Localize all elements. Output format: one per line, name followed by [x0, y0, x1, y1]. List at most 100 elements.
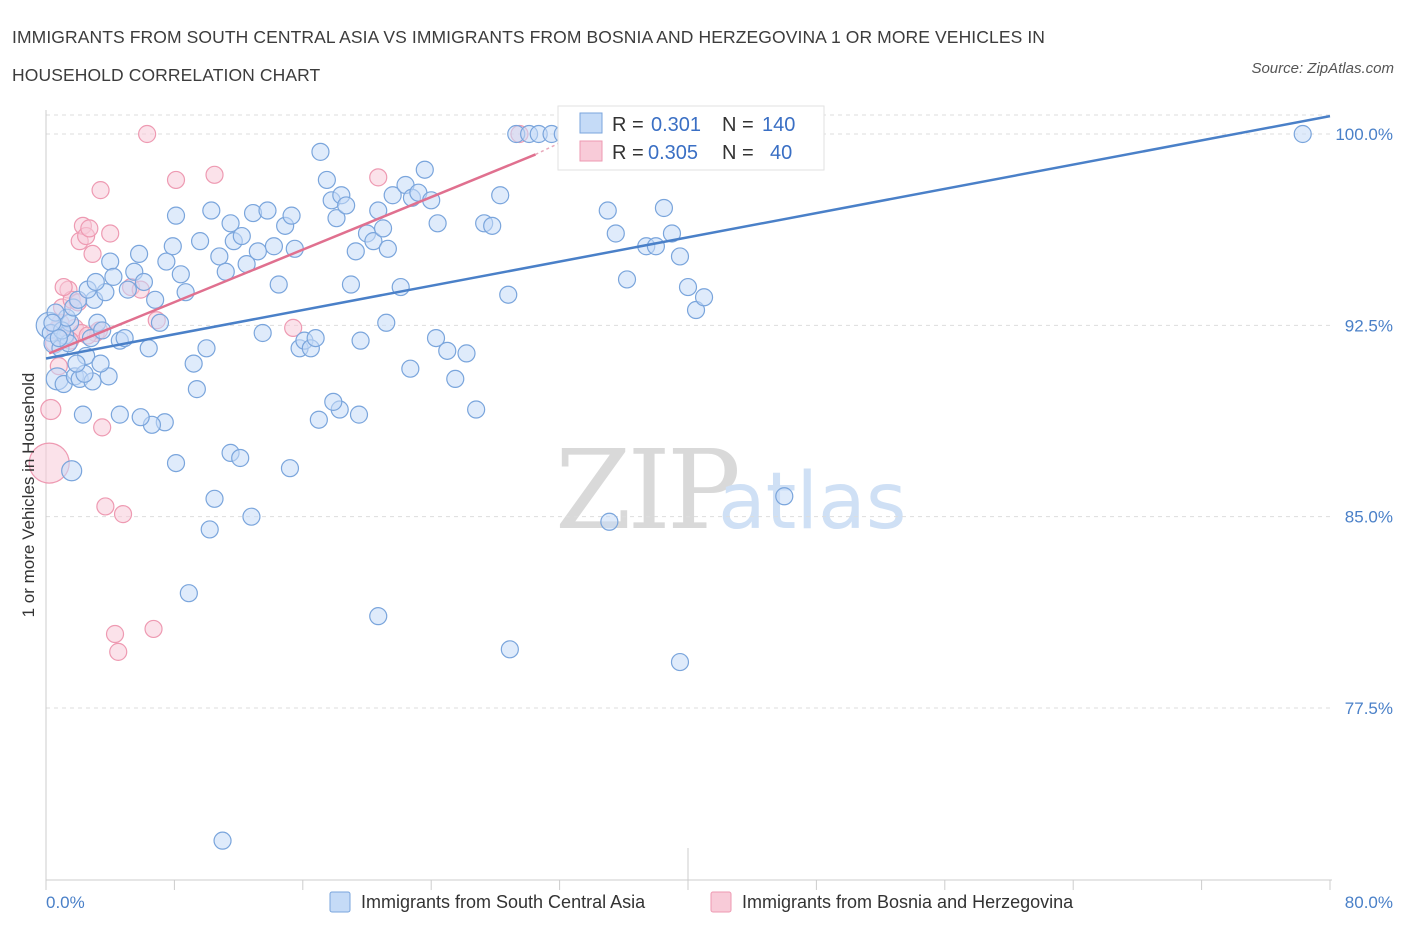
sca-point-47: [253, 323, 272, 343]
bosnia-point-21: [105, 624, 125, 644]
bosnia-point-19: [96, 497, 115, 516]
sca-point-85: [483, 216, 502, 235]
sca-point-65: [346, 242, 365, 261]
sca-point-58: [311, 142, 330, 161]
sca-point-28: [146, 290, 165, 309]
sca-point-123: [166, 453, 186, 473]
y-tick-label-1: 85.0%: [1345, 508, 1393, 527]
y-axis-label: 1 or more Vehicles in Household: [19, 373, 38, 618]
bosnia-point-1: [40, 398, 62, 421]
x-tick-label-min: 0.0%: [46, 893, 85, 912]
sca-point-83: [467, 400, 486, 419]
sca-point-38: [202, 201, 221, 220]
bosnia-point-34: [91, 181, 110, 200]
sca-point-142: [213, 831, 232, 850]
sca-point-141: [86, 272, 105, 292]
sca-point-79: [428, 214, 447, 233]
bosnia-point-18: [93, 418, 112, 437]
sca-point-112: [349, 405, 369, 424]
sca-point-37: [197, 339, 216, 358]
bosnia-point-26: [138, 124, 157, 144]
bottom-legend-label-pink: Immigrants from Bosnia and Herzegovina: [742, 892, 1074, 912]
sca-point-103: [670, 247, 690, 266]
watermark-atlas: atlas: [718, 457, 907, 547]
legend-swatch-blue: [579, 112, 603, 134]
sca-point-101: [654, 198, 674, 218]
sca-point-12: [61, 460, 83, 482]
legend-n-label-2: N =: [722, 142, 754, 164]
sca-point-106: [694, 288, 714, 307]
bosnia-point-23: [113, 505, 133, 524]
sca-point-110: [500, 640, 519, 659]
sca-point-87: [499, 285, 518, 304]
sca-point-43: [232, 226, 251, 246]
sca-point-108: [670, 652, 690, 672]
bosnia-point-31: [284, 318, 303, 337]
bosnia-point-15: [83, 244, 102, 264]
sca-point-39: [210, 247, 229, 266]
sca-point-41: [221, 214, 240, 233]
sca-point-59: [317, 170, 336, 190]
trend-line-south-central-asia: [45, 114, 1331, 360]
legend-n-value-2: 40: [770, 142, 792, 164]
sca-point-72: [383, 186, 402, 205]
sca-point-30: [157, 252, 176, 271]
sca-point-25: [129, 244, 149, 264]
bottom-legend-swatch-blue: [329, 891, 351, 913]
top-legend: R = 0.301 N = 140 R = 0.305 N = 40: [557, 105, 825, 171]
sca-point-100: [646, 237, 666, 256]
legend-r-label-2: R =: [612, 142, 644, 164]
sca-point-107: [775, 487, 794, 506]
sca-point-117: [205, 489, 224, 508]
sca-point-122: [187, 380, 206, 399]
sca-point-127: [110, 405, 129, 424]
x-tick-labels: 0.0% 80.0%: [46, 893, 1393, 912]
bosnia-point-20: [101, 224, 120, 243]
sca-point-63: [337, 196, 356, 215]
sca-point-64: [341, 275, 361, 294]
legend-n-value-1: 140: [762, 114, 795, 136]
sca-point-57: [306, 328, 325, 348]
sca-point-86: [491, 186, 510, 205]
sca-point-20: [104, 267, 123, 286]
trend-line-bosnia: [48, 153, 536, 355]
sca-point-36: [190, 232, 210, 251]
sca-point-32: [166, 206, 186, 225]
sca-point-116: [242, 507, 261, 526]
legend-r-label-1: R =: [612, 114, 644, 136]
series-south-central-asia-points: [35, 124, 1312, 850]
sca-point-19: [101, 252, 120, 271]
sca-point-98: [617, 270, 637, 289]
sca-point-33: [171, 265, 190, 284]
sca-point-46: [248, 242, 267, 261]
source-label: Source: ZipAtlas.com: [1251, 60, 1394, 77]
x-tick-label-max: 80.0%: [1345, 893, 1393, 912]
sca-point-102: [662, 224, 682, 243]
bosnia-point-27: [144, 619, 163, 639]
legend-r-value-1: 0.301: [651, 114, 701, 136]
sca-point-23: [118, 280, 137, 299]
watermark-zip: ZIP: [555, 426, 738, 554]
sca-point-81: [446, 369, 465, 389]
sca-point-31: [163, 237, 182, 256]
sca-point-146: [401, 359, 420, 378]
y-tick-label-0: 77.5%: [1345, 699, 1393, 718]
bosnia-point-14: [80, 219, 99, 238]
bosnia-point-32: [369, 168, 388, 187]
sca-point-111: [369, 607, 388, 626]
sca-point-11: [73, 405, 93, 424]
sca-point-52: [282, 206, 301, 225]
axes: [45, 110, 1332, 890]
legend-n-label-1: N =: [722, 114, 754, 136]
bottom-legend-label-blue: Immigrants from South Central Asia: [361, 892, 646, 912]
sca-point-49: [264, 237, 284, 256]
sca-point-29: [150, 313, 170, 332]
sca-point-147: [426, 328, 446, 348]
legend-r-value-2: 0.305: [648, 142, 698, 164]
sca-point-80: [438, 341, 457, 360]
sca-point-121: [231, 448, 250, 468]
sca-point-144: [324, 392, 343, 411]
sca-point-132: [67, 354, 86, 373]
sca-point-126: [131, 408, 150, 427]
